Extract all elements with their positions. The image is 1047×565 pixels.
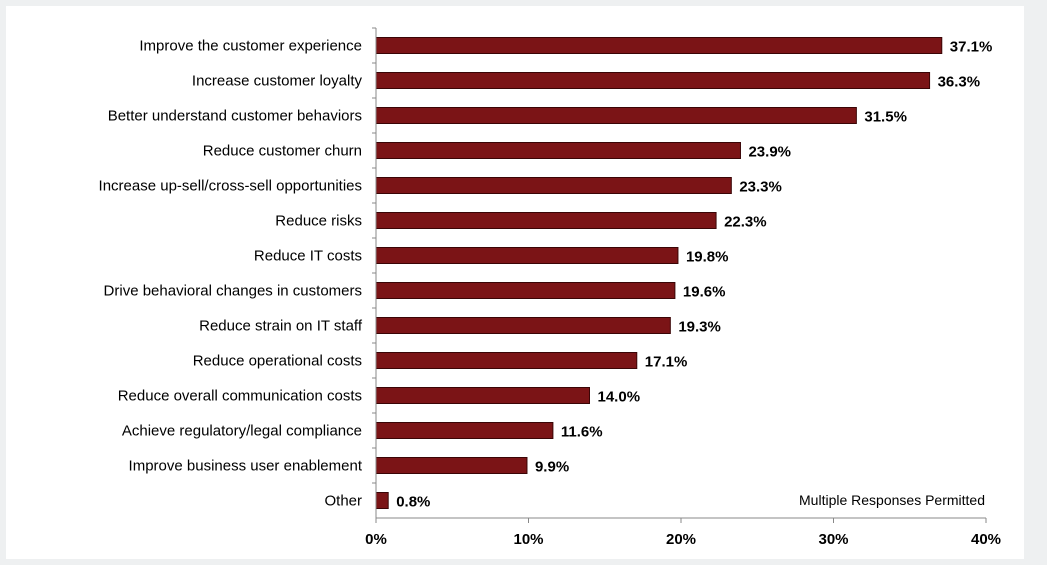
bar-increase-customer-loyalty xyxy=(375,72,931,89)
x-tick-label: 0% xyxy=(365,531,387,548)
category-label-improve-business-user-enablement: Improve business user enablement xyxy=(129,458,363,475)
category-label-increase-up-sell-cross-sell-opportunities: Increase up-sell/cross-sell opportunitie… xyxy=(99,178,362,195)
category-label-increase-customer-loyalty: Increase customer loyalty xyxy=(192,73,363,90)
bars-group xyxy=(375,37,943,509)
value-label-reduce-overall-communication-costs: 14.0% xyxy=(598,389,641,406)
value-label-increase-customer-loyalty: 36.3% xyxy=(938,74,981,91)
value-labels: 37.1% 36.3% 31.5% 23.9% 23.3% 22.3% 19.8% 19.6%… xyxy=(396,39,992,511)
category-labels: Improve the customer experience Increase … xyxy=(99,38,363,510)
category-label-better-understand-customer-behaviors: Better understand customer behaviors xyxy=(108,108,362,125)
value-label-reduce-operational-costs: 17.1% xyxy=(645,354,688,371)
annotation-multiple-responses: Multiple Responses Permitted xyxy=(799,492,985,508)
bar-better-understand-customer-behaviors xyxy=(375,107,857,124)
bar-improve-business-user-enablement xyxy=(375,457,528,474)
value-label-reduce-strain-on-it-staff: 19.3% xyxy=(678,319,721,336)
value-label-improve-business-user-enablement: 9.9% xyxy=(535,459,569,476)
bar-reduce-customer-churn xyxy=(375,142,741,159)
bar-drive-behavioral-changes-in-customers xyxy=(375,282,676,299)
bar-achieve-regulatory-legal-compliance xyxy=(375,422,554,439)
bar-reduce-operational-costs xyxy=(375,352,638,369)
value-label-other: 0.8% xyxy=(396,494,430,511)
category-label-reduce-operational-costs: Reduce operational costs xyxy=(193,353,362,370)
category-label-reduce-overall-communication-costs: Reduce overall communication costs xyxy=(118,388,362,405)
bar-reduce-risks xyxy=(375,212,717,229)
bar-increase-up-sell-cross-sell-opportunities xyxy=(375,177,732,194)
x-tick-label: 10% xyxy=(513,531,543,548)
x-tick-label: 30% xyxy=(818,531,848,548)
category-label-reduce-strain-on-it-staff: Reduce strain on IT staff xyxy=(199,318,363,335)
bar-other xyxy=(375,492,389,509)
category-label-reduce-customer-churn: Reduce customer churn xyxy=(203,143,362,160)
chart-panel: Improve the customer experience Increase … xyxy=(6,6,1024,559)
x-tick-label: 20% xyxy=(666,531,696,548)
category-label-improve-the-customer-experience: Improve the customer experience xyxy=(139,38,362,55)
category-label-drive-behavioral-changes-in-customers: Drive behavioral changes in customers xyxy=(104,283,362,300)
category-label-reduce-it-costs: Reduce IT costs xyxy=(254,248,362,265)
bar-reduce-strain-on-it-staff xyxy=(375,317,671,334)
value-label-improve-the-customer-experience: 37.1% xyxy=(950,39,993,56)
axes: 0% 10% 20% 30% 40% xyxy=(365,27,1001,548)
value-label-drive-behavioral-changes-in-customers: 19.6% xyxy=(683,284,726,301)
bar-reduce-it-costs xyxy=(375,247,679,264)
category-label-achieve-regulatory-legal-compliance: Achieve regulatory/legal compliance xyxy=(122,423,362,440)
value-label-achieve-regulatory-legal-compliance: 11.6% xyxy=(561,424,603,441)
bar-reduce-overall-communication-costs xyxy=(375,387,590,404)
value-label-reduce-customer-churn: 23.9% xyxy=(748,144,791,161)
category-label-other: Other xyxy=(324,493,362,510)
x-tick-label: 40% xyxy=(971,531,1001,548)
bar-improve-the-customer-experience xyxy=(375,37,943,54)
bar-chart: Improve the customer experience Increase … xyxy=(99,27,1001,548)
value-label-better-understand-customer-behaviors: 31.5% xyxy=(864,109,907,126)
value-label-reduce-it-costs: 19.8% xyxy=(686,249,729,266)
value-label-reduce-risks: 22.3% xyxy=(724,214,767,231)
value-label-increase-up-sell-cross-sell-opportunities: 23.3% xyxy=(739,179,782,196)
category-label-reduce-risks: Reduce risks xyxy=(275,213,362,230)
